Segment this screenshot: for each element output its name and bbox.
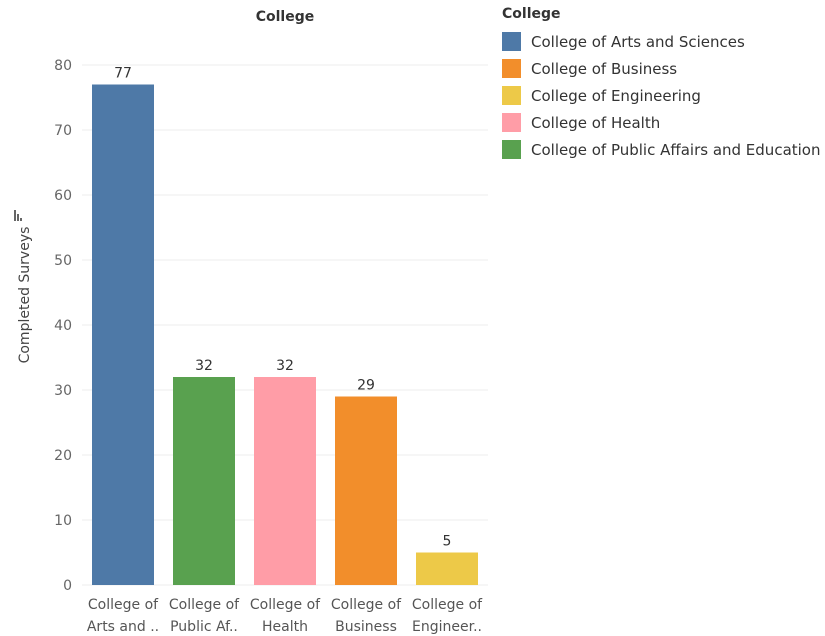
data-label: 29 xyxy=(357,378,375,394)
y-axis-title: Completed Surveys xyxy=(17,227,33,364)
bar[interactable] xyxy=(92,84,154,586)
legend-label: College of Public Affairs and Education xyxy=(531,140,821,159)
x-category-label: College of xyxy=(412,597,483,613)
legend-item[interactable]: College of Engineering xyxy=(502,82,821,109)
y-axis-title-group: Completed Surveys xyxy=(17,227,33,364)
legend-label: College of Arts and Sciences xyxy=(531,32,745,51)
data-label: 32 xyxy=(276,358,294,374)
legend-item[interactable]: College of Arts and Sciences xyxy=(502,28,821,55)
y-tick-label: 0 xyxy=(63,578,72,594)
y-tick-label: 10 xyxy=(54,513,72,529)
x-axis-categories: College of Arts and .. College of Public Af… xyxy=(87,597,483,635)
bar[interactable] xyxy=(416,552,478,586)
data-labels: 77 32 32 29 5 xyxy=(114,66,451,550)
y-tick-label: 30 xyxy=(54,383,72,399)
legend-title: College xyxy=(502,6,561,22)
sort-icon[interactable] xyxy=(14,210,22,221)
data-label: 77 xyxy=(114,66,132,82)
bars xyxy=(92,84,478,586)
x-category-label: Business xyxy=(335,619,397,635)
legend-swatch xyxy=(502,113,521,132)
legend-item[interactable]: College of Health xyxy=(502,109,821,136)
x-category-label: College of xyxy=(331,597,402,613)
data-label: 32 xyxy=(195,358,213,374)
x-category-label: College of xyxy=(169,597,240,613)
y-axis-ticks: 0 10 20 30 40 50 60 70 80 xyxy=(54,58,72,594)
legend-label: College of Business xyxy=(531,59,678,78)
y-tick-label: 70 xyxy=(54,123,72,139)
x-category-label: Engineer.. xyxy=(412,619,482,635)
y-tick-label: 80 xyxy=(54,58,72,74)
y-tick-label: 40 xyxy=(54,318,72,334)
legend-items: College of Arts and Sciences College of B… xyxy=(502,28,821,163)
x-category-label: College of xyxy=(250,597,321,613)
legend: College College of Arts and Sciences Coll… xyxy=(502,6,821,163)
bar[interactable] xyxy=(254,377,316,585)
legend-swatch xyxy=(502,86,521,105)
legend-label: College of Health xyxy=(531,113,661,132)
legend-swatch xyxy=(502,140,521,159)
legend-swatch xyxy=(502,32,521,51)
data-label: 5 xyxy=(443,534,452,550)
x-category-label: Arts and .. xyxy=(87,619,159,635)
x-category-label: Public Af.. xyxy=(170,619,238,635)
y-tick-label: 20 xyxy=(54,448,72,464)
legend-label: College of Engineering xyxy=(531,86,701,105)
legend-swatch xyxy=(502,59,521,78)
x-category-label: College of xyxy=(88,597,159,613)
chart-title: College xyxy=(256,9,315,25)
y-tick-label: 50 xyxy=(54,253,72,269)
y-tick-label: 60 xyxy=(54,188,72,204)
legend-item[interactable]: College of Public Affairs and Education xyxy=(502,136,821,163)
bar[interactable] xyxy=(173,377,235,585)
legend-item[interactable]: College of Business xyxy=(502,55,821,82)
x-category-label: Health xyxy=(262,619,308,635)
bar[interactable] xyxy=(335,396,397,586)
